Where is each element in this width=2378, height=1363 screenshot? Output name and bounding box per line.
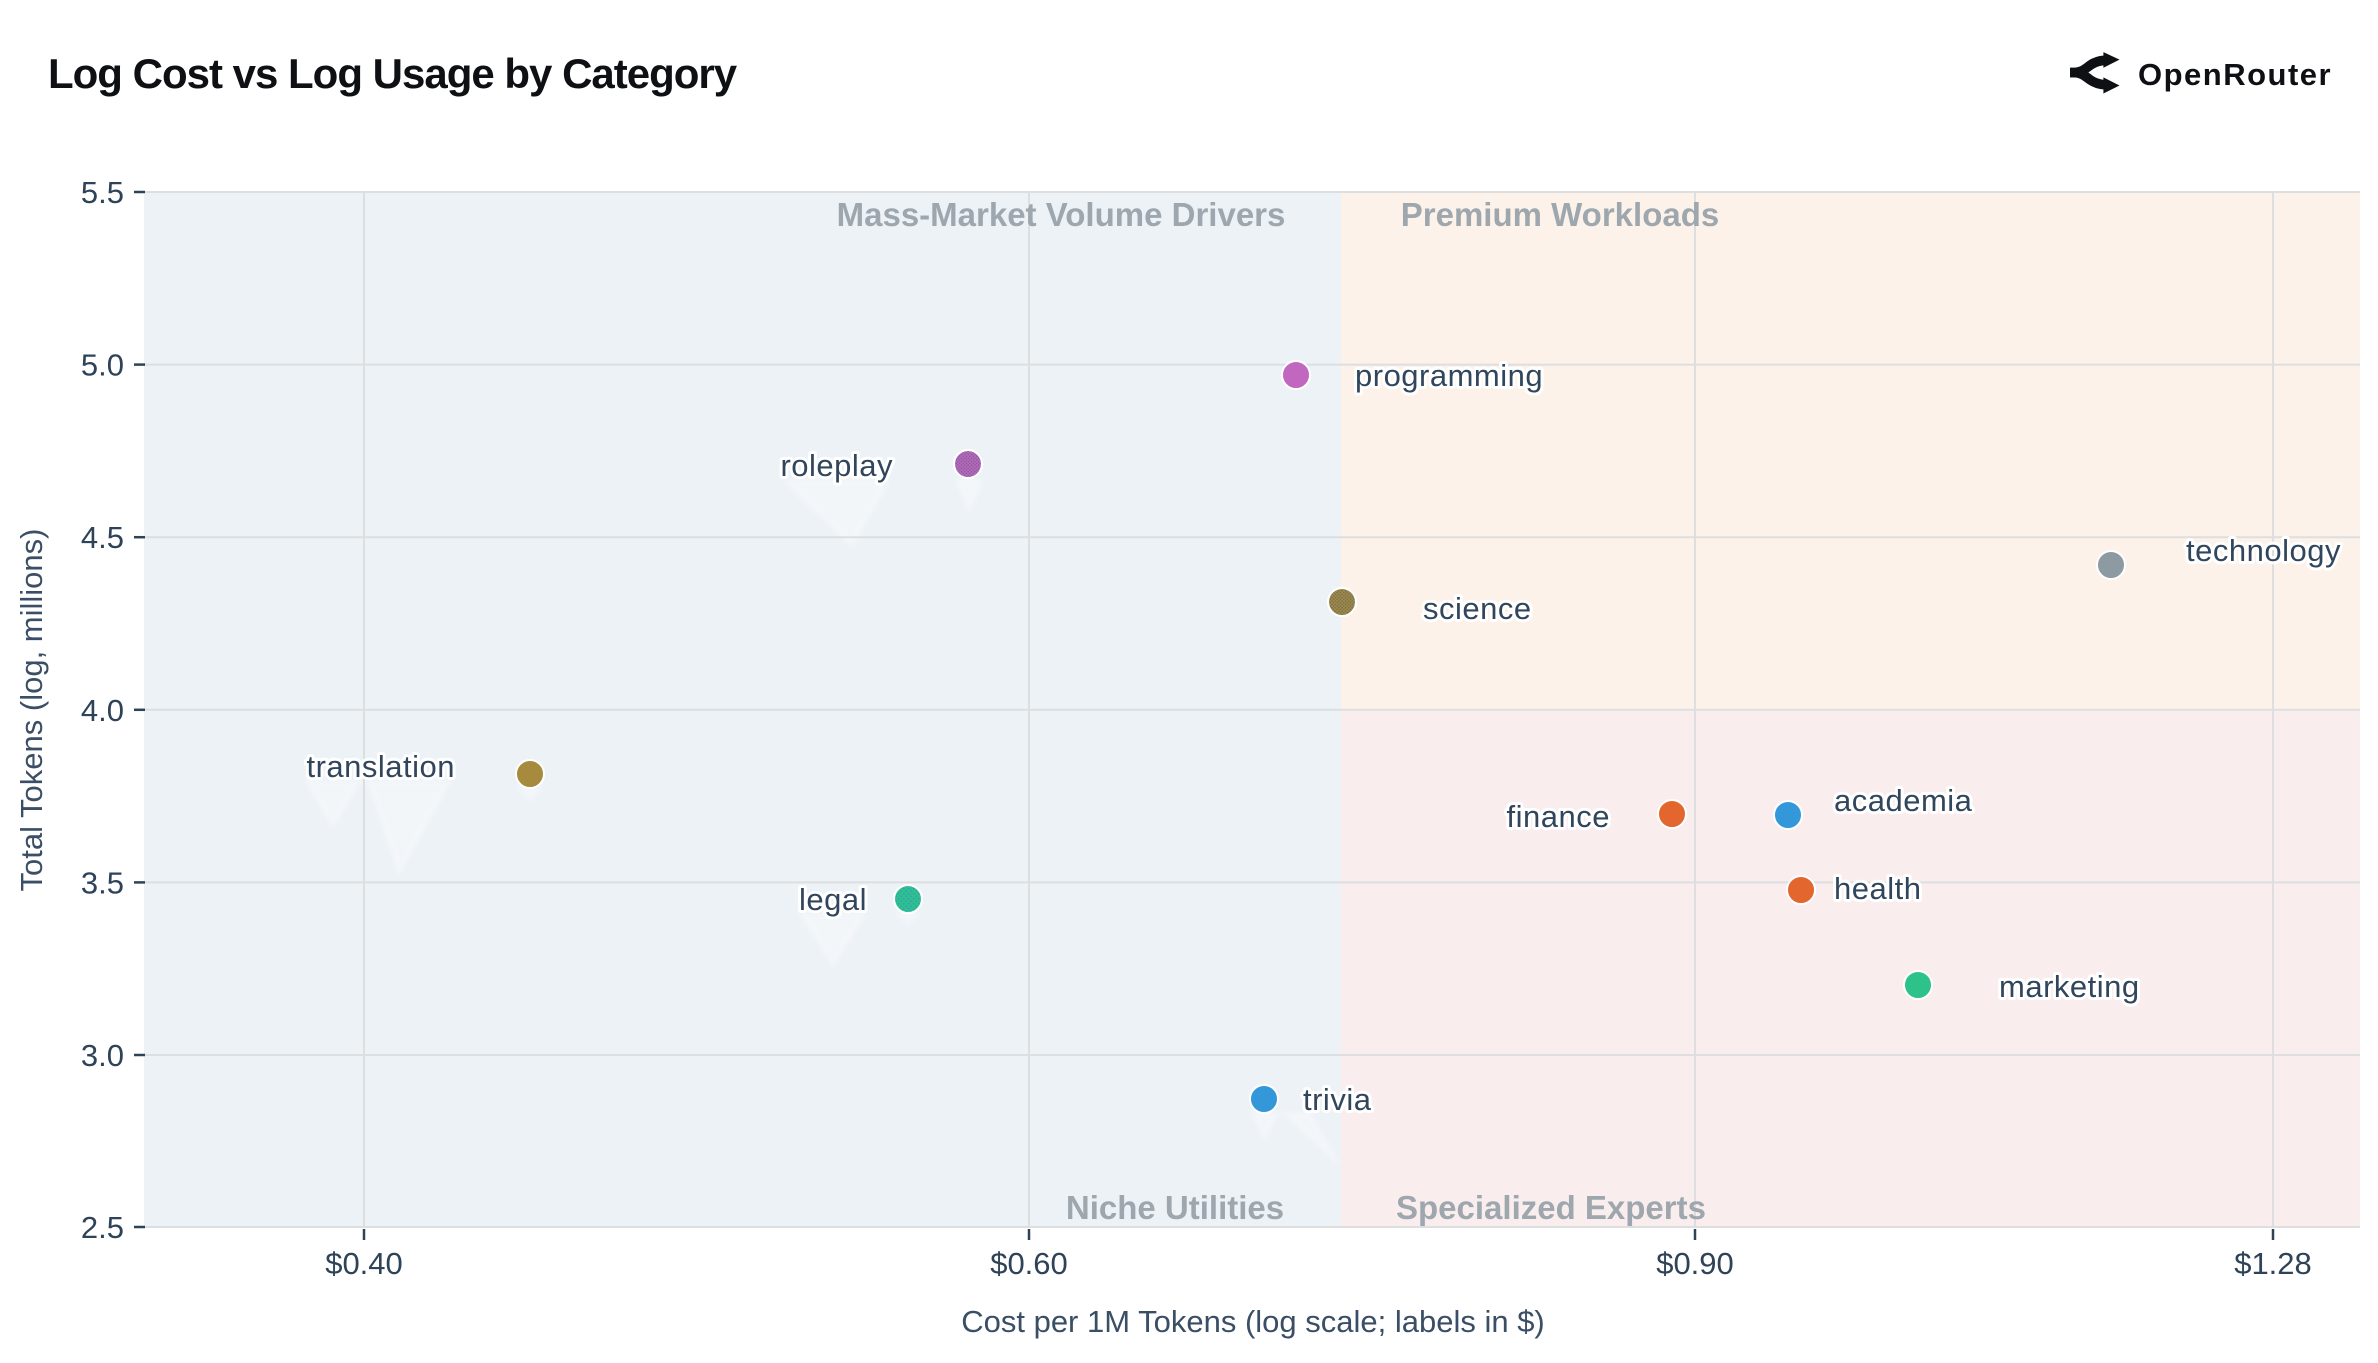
svg-text:technology: technology xyxy=(2186,533,2341,568)
svg-text:$0.40: $0.40 xyxy=(325,1246,403,1281)
svg-text:programming: programming xyxy=(1355,358,1543,393)
svg-text:Premium Workloads: Premium Workloads xyxy=(1401,196,1719,233)
svg-text:academia: academia xyxy=(1834,783,1973,818)
svg-text:Log Cost vs Log Usage by Categ: Log Cost vs Log Usage by Category xyxy=(48,50,738,97)
svg-text:$0.90: $0.90 xyxy=(1656,1246,1734,1281)
svg-text:Mass-Market Volume Drivers: Mass-Market Volume Drivers xyxy=(837,196,1286,233)
svg-text:legal: legal xyxy=(799,882,867,917)
svg-text:$0.60: $0.60 xyxy=(990,1246,1068,1281)
svg-text:Cost per 1M Tokens (log scale;: Cost per 1M Tokens (log scale; labels in… xyxy=(961,1304,1545,1339)
svg-text:2.5: 2.5 xyxy=(81,1210,124,1245)
svg-text:science: science xyxy=(1423,591,1532,626)
svg-text:Specialized Experts: Specialized Experts xyxy=(1396,1189,1706,1226)
svg-text:5.0: 5.0 xyxy=(81,348,124,383)
svg-text:3.0: 3.0 xyxy=(81,1038,124,1073)
svg-text:4.5: 4.5 xyxy=(81,520,124,555)
svg-text:translation: translation xyxy=(306,749,455,784)
svg-text:3.5: 3.5 xyxy=(81,865,124,900)
svg-text:finance: finance xyxy=(1507,799,1610,834)
svg-text:roleplay: roleplay xyxy=(780,448,893,483)
svg-text:Total Tokens (log, millions): Total Tokens (log, millions) xyxy=(14,529,49,892)
svg-text:Niche Utilities: Niche Utilities xyxy=(1066,1189,1284,1226)
svg-text:marketing: marketing xyxy=(1999,969,2140,1004)
svg-text:health: health xyxy=(1834,871,1921,906)
svg-text:4.0: 4.0 xyxy=(81,693,124,728)
svg-text:OpenRouter: OpenRouter xyxy=(2138,57,2332,92)
svg-text:$1.28: $1.28 xyxy=(2234,1246,2312,1281)
svg-text:trivia: trivia xyxy=(1303,1082,1372,1117)
svg-text:5.5: 5.5 xyxy=(81,175,124,210)
